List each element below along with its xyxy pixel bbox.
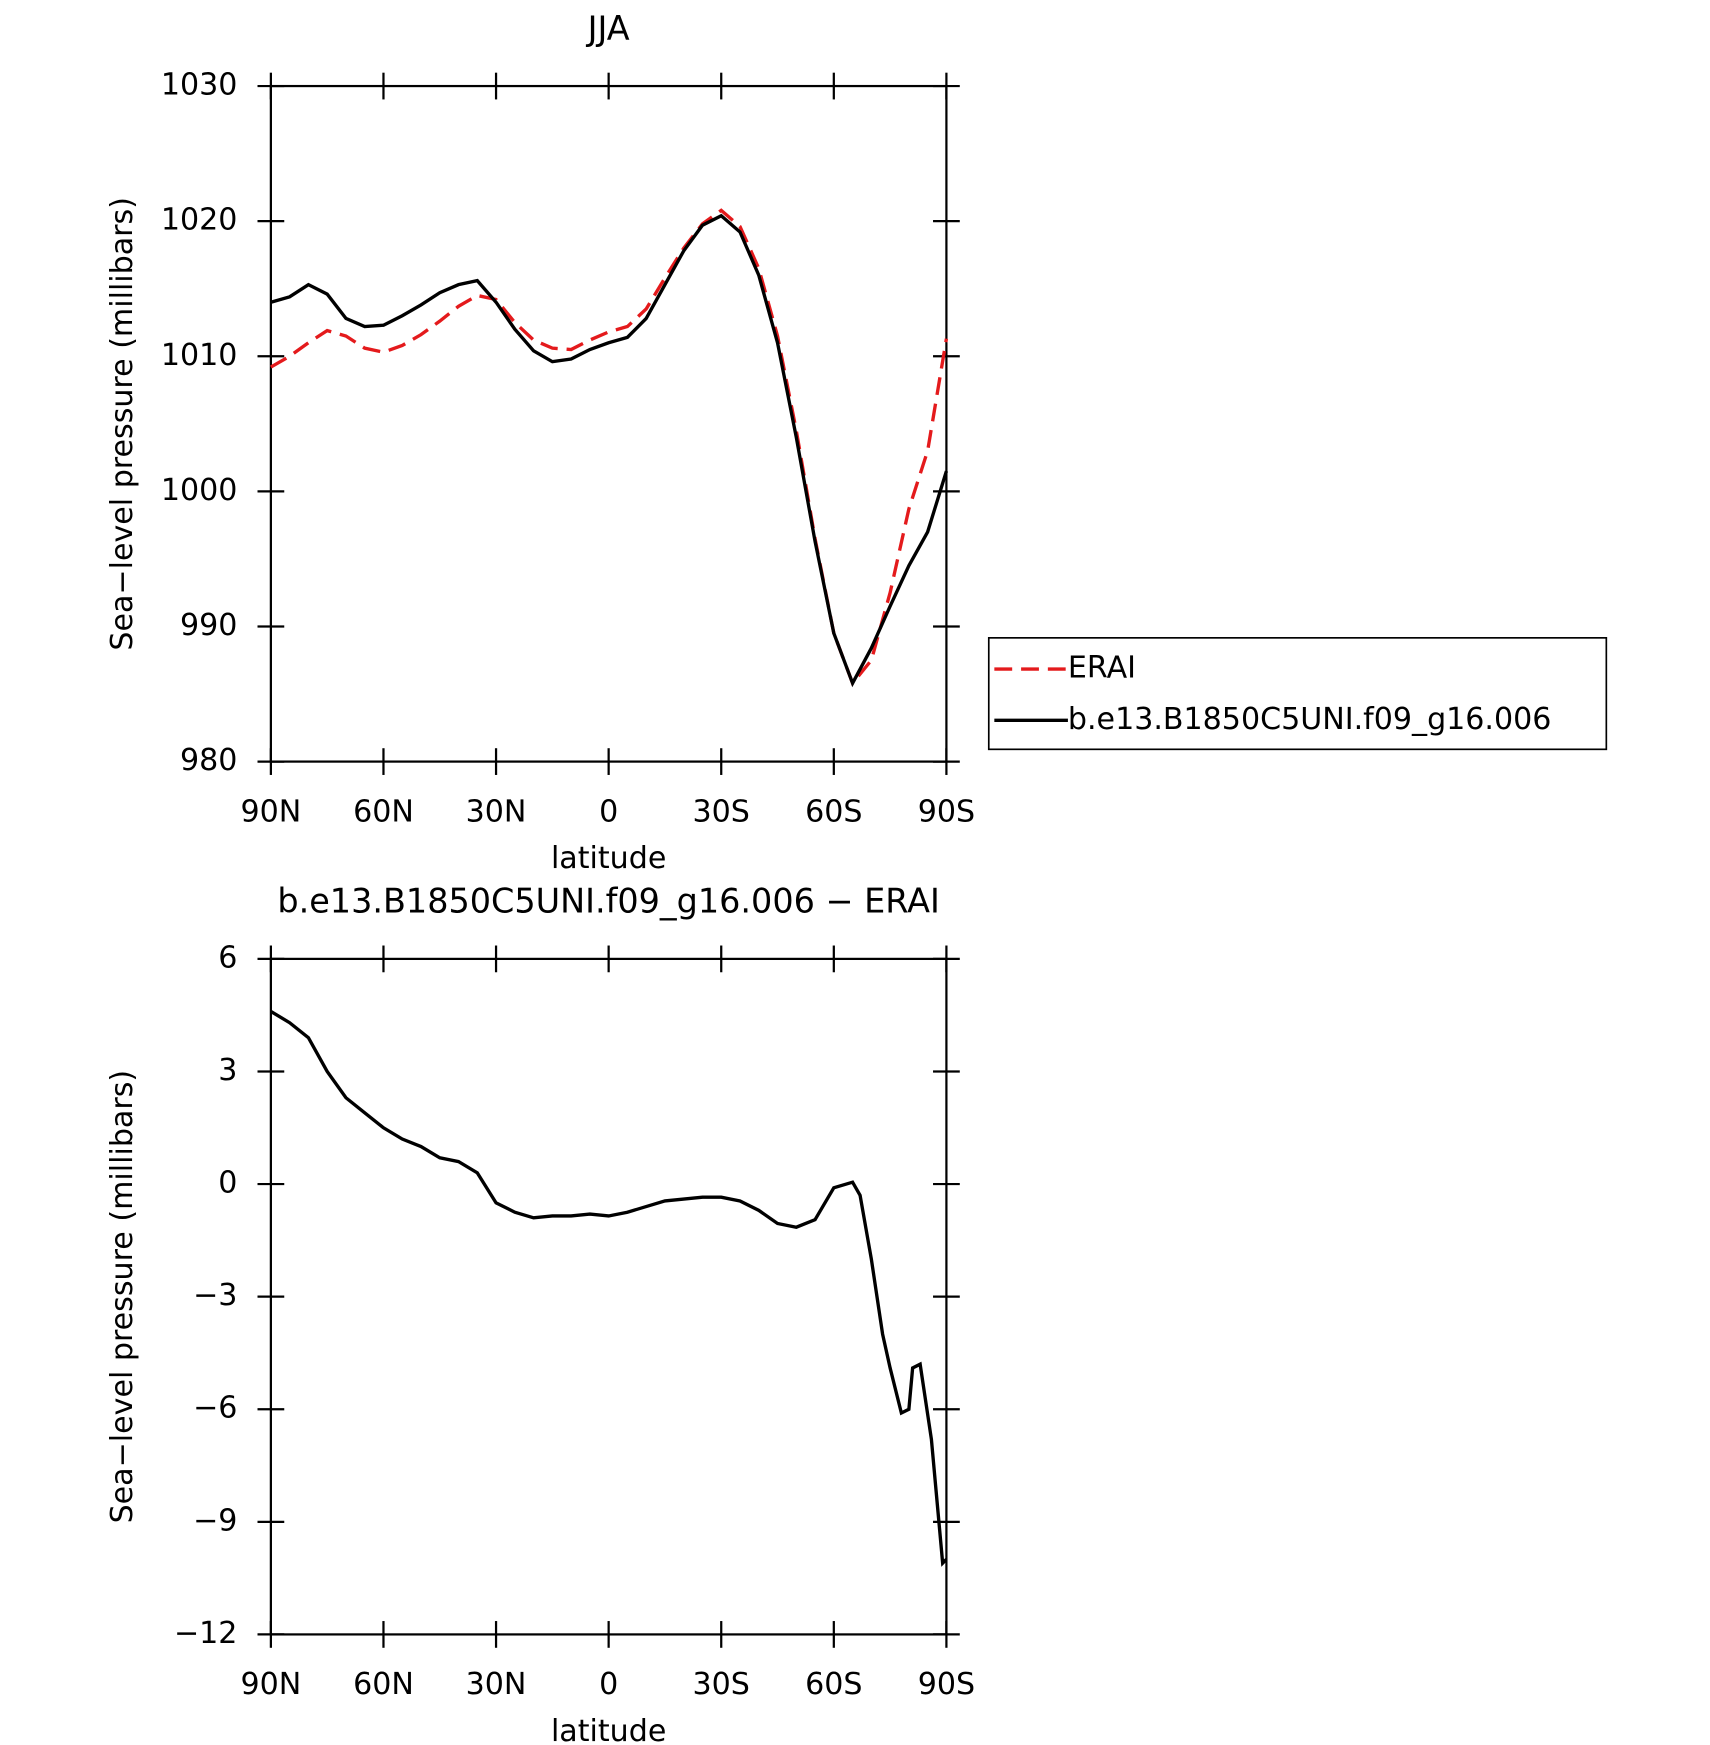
x-tick-label: 0 — [599, 1667, 618, 1702]
x-axis-label: latitude — [551, 1714, 666, 1745]
chart-title: b.e13.B1850C5UNI.f09_g16.006 − ERAI — [277, 882, 940, 921]
y-tick-label: 1020 — [161, 203, 238, 238]
x-tick-label: 90S — [918, 1667, 975, 1702]
y-tick-label: 0 — [218, 1166, 237, 1201]
y-tick-label: 980 — [180, 743, 237, 778]
data-line — [270, 208, 949, 687]
x-tick-label: 60N — [353, 794, 414, 829]
x-tick-label: 30N — [466, 794, 527, 829]
x-axis-label: latitude — [551, 841, 666, 876]
plot-frame — [269, 84, 948, 763]
y-tick-label: −6 — [193, 1391, 237, 1426]
legend-label: ERAI — [1068, 651, 1136, 686]
y-axis-label: Sea−level pressure (millibars) — [105, 197, 140, 651]
x-tick-label: 30N — [466, 1667, 527, 1702]
x-tick-label: 30S — [693, 1667, 750, 1702]
x-tick-label: 60N — [353, 1667, 414, 1702]
y-tick-label: 1000 — [161, 473, 238, 508]
y-tick-label: −3 — [193, 1278, 237, 1313]
chart-title: JJA — [586, 9, 630, 48]
y-tick-label: 990 — [180, 608, 237, 643]
x-tick-label: 90N — [240, 794, 301, 829]
y-tick-label: −9 — [193, 1503, 237, 1538]
y-tick-label: −12 — [174, 1616, 237, 1651]
x-tick-label: 90S — [918, 794, 975, 829]
data-line — [270, 1009, 948, 1567]
legend-label: b.e13.B1850C5UNI.f09_g16.006 — [1068, 702, 1552, 737]
data-line — [270, 213, 949, 688]
y-tick-label: 1010 — [161, 338, 238, 373]
plot-frame — [269, 957, 948, 1636]
y-axis-label: Sea−level pressure (millibars) — [105, 1070, 140, 1524]
x-tick-label: 60S — [805, 1667, 862, 1702]
y-tick-label: 1030 — [161, 68, 238, 103]
x-tick-label: 30S — [693, 794, 750, 829]
x-tick-label: 90N — [240, 1667, 301, 1702]
legend-box — [987, 637, 1608, 751]
y-tick-label: 6 — [218, 940, 237, 975]
y-tick-label: 3 — [218, 1053, 237, 1088]
x-tick-label: 60S — [805, 794, 862, 829]
x-tick-label: 0 — [599, 794, 618, 829]
